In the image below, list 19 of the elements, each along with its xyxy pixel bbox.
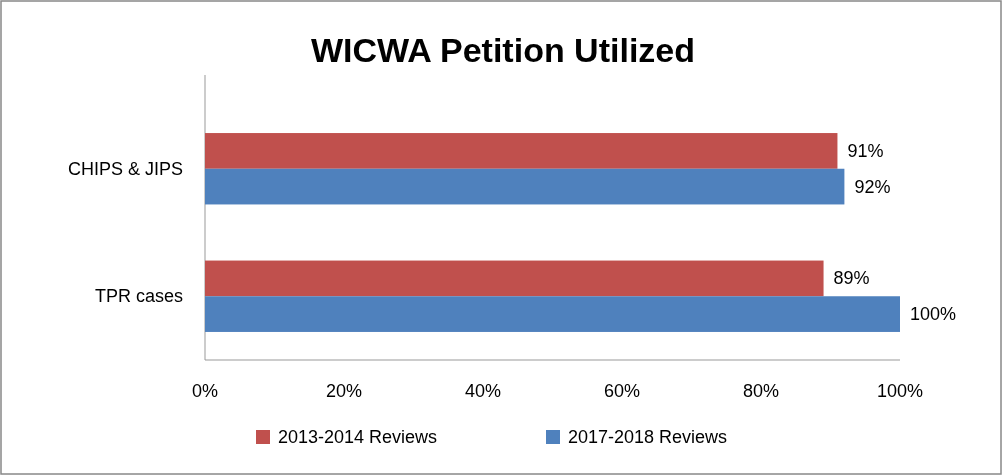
x-tick-label: 20% <box>325 381 363 401</box>
bar <box>205 133 838 169</box>
x-tick-label: 60% <box>603 381 641 401</box>
chart-title: WICWA Petition Utilized <box>310 31 696 69</box>
legend-label: 2017-2018 Reviews <box>568 427 728 447</box>
bar <box>205 168 845 205</box>
bar <box>205 260 824 297</box>
y-tick-label: TPR cases <box>94 286 183 307</box>
bar <box>205 296 900 332</box>
x-tick-label: 80% <box>742 381 780 401</box>
y-tick-label: CHIPS & JIPS <box>67 158 183 179</box>
x-tick-label: 0% <box>191 381 219 401</box>
legend-label: 2013-2014 Reviews <box>278 427 438 447</box>
x-tick-label: 100% <box>876 381 924 401</box>
data-label: 91% <box>847 140 884 161</box>
data-label: 92% <box>854 176 891 197</box>
x-tick-label: 40% <box>464 381 502 401</box>
data-label: 89% <box>833 268 870 289</box>
data-label: 100% <box>910 304 957 325</box>
